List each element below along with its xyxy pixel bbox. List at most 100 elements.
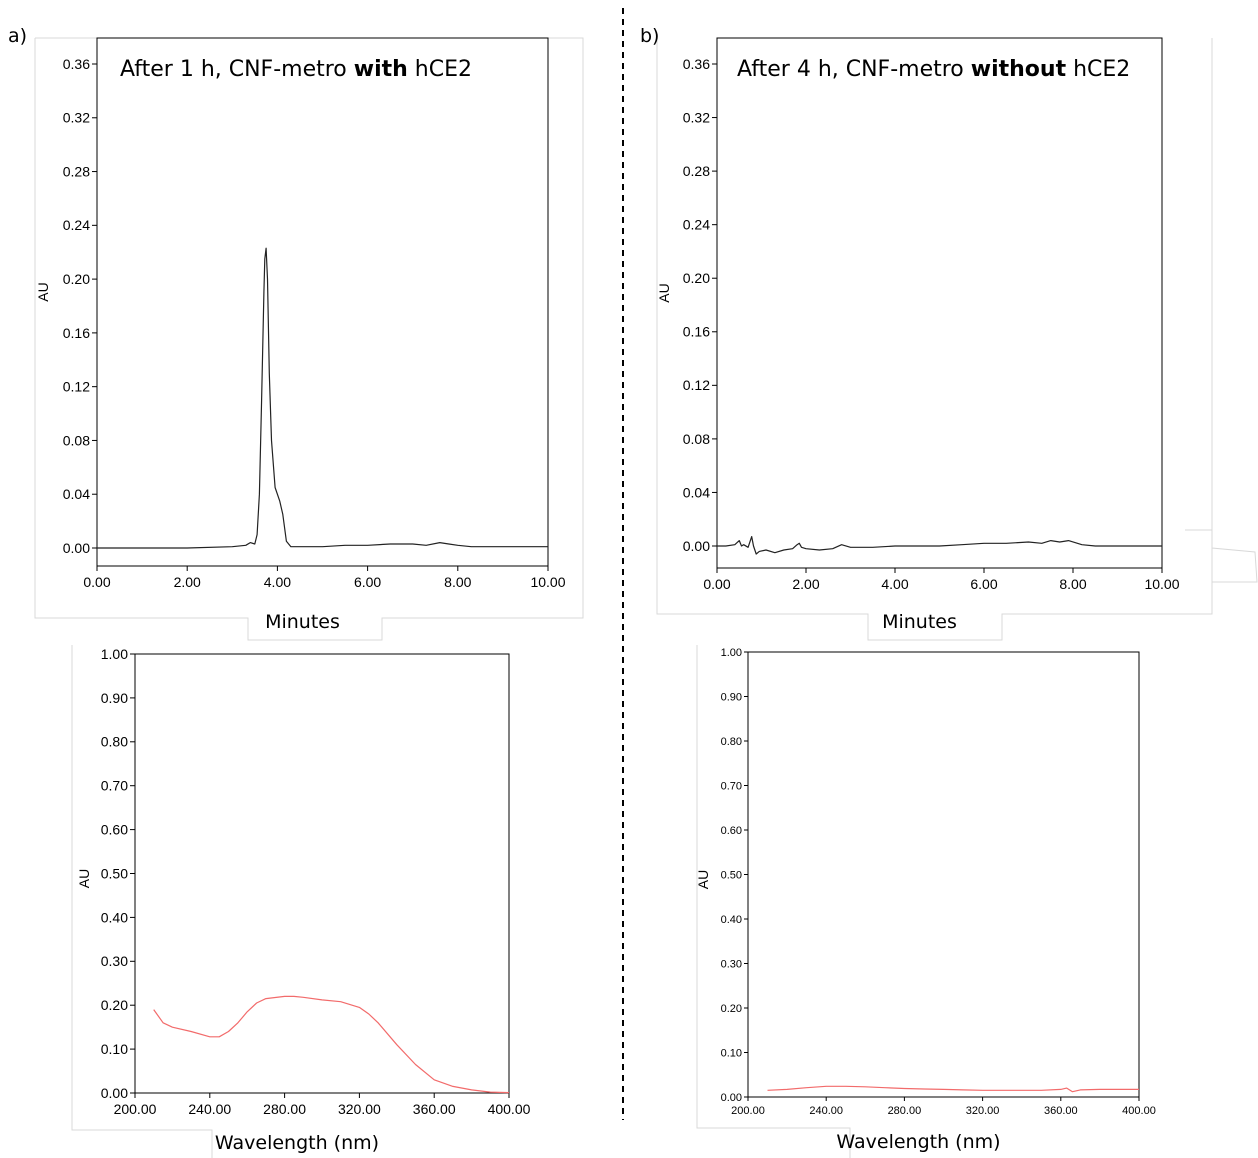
y-tick-label: 0.28 (683, 163, 710, 179)
y-tick-label: 0.12 (683, 377, 710, 393)
x-tick-label: 280.00 (263, 1101, 306, 1117)
x-tick-label: 320.00 (338, 1101, 381, 1117)
x-tick-label: 6.00 (354, 574, 381, 590)
x-tick-label: 240.00 (188, 1101, 231, 1117)
panel-border-b-bottom (696, 645, 851, 1158)
y-tick-label: 0.28 (63, 163, 90, 179)
y-tick-label: 0.30 (721, 958, 742, 970)
y-tick-label: 0.16 (63, 325, 90, 341)
chart-a-chromatogram: 0.00 0.04 0.08 0.12 0.16 0.20 0.24 0.28 0.32 0.36… (35, 37, 566, 633)
x-tick-label: 320.00 (966, 1105, 1000, 1117)
y-tick-label: 0.90 (721, 691, 742, 703)
y-tick-label: 0.70 (721, 780, 742, 792)
y-tick-label: 0.20 (683, 270, 710, 286)
y-tick-label: 0.00 (683, 538, 710, 554)
y-tick-label: 0.04 (683, 484, 710, 500)
plot-frame (747, 651, 1140, 1098)
x-axis-label: Wavelength (nm) (215, 1132, 379, 1154)
plot-frame (716, 37, 1163, 569)
x-tick-label: 10.00 (530, 574, 565, 590)
chart-title: After 1 h, CNF-metro with hCE2 (120, 57, 472, 82)
x-tick-label: 2.00 (792, 576, 819, 592)
y-tick-label: 0.00 (721, 1092, 742, 1104)
chart-title-part: without (971, 57, 1067, 82)
chart-a-uv-spectrum: 0.00 0.10 0.20 0.30 0.40 0.50 0.60 0.70 0.80 0.90… (76, 646, 531, 1154)
x-tick-label: 8.00 (1059, 576, 1086, 592)
y-axis-label: AU (35, 282, 51, 301)
y-tick-label: 0.36 (683, 56, 710, 72)
y-tick-label: 0.32 (683, 109, 710, 125)
x-tick-label: 400.00 (488, 1101, 531, 1117)
x-tick-label: 8.00 (444, 574, 471, 590)
chart-title-part: with (354, 57, 408, 82)
y-tick-label: 0.16 (683, 324, 710, 340)
panel-label-a: a) (8, 25, 27, 47)
y-tick-label: 0.20 (721, 1003, 742, 1015)
y-tick-label: 0.50 (101, 865, 128, 881)
y-tick-label: 0.00 (101, 1085, 128, 1101)
y-tick-label: 0.90 (101, 690, 128, 706)
y-tick-label: 0.20 (63, 271, 90, 287)
chart-b-chromatogram: 0.00 0.04 0.08 0.12 0.16 0.20 0.24 0.28 0.32 0.36… (656, 37, 1180, 633)
x-tick-label: 200.00 (114, 1101, 157, 1117)
y-tick-label: 0.12 (63, 379, 90, 395)
y-tick-label: 0.24 (63, 217, 90, 233)
chart-title-part: After 4 h, CNF-metro (737, 57, 971, 82)
x-axis-label: Minutes (882, 611, 957, 633)
plot-frame (96, 37, 549, 567)
y-tick-label: 0.00 (63, 540, 90, 556)
y-tick-label: 0.30 (101, 953, 128, 969)
y-axis-label: AU (76, 869, 92, 888)
series-line (717, 535, 1162, 555)
y-tick-label: 0.80 (101, 734, 128, 750)
y-tick-label: 0.24 (683, 217, 710, 233)
y-tick-label: 0.08 (63, 432, 90, 448)
y-tick-label: 0.04 (63, 486, 90, 502)
panel-border-a-bottom (71, 645, 213, 1158)
y-tick-label: 0.08 (683, 431, 710, 447)
x-tick-label: 6.00 (970, 576, 997, 592)
x-tick-label: 0.00 (83, 574, 110, 590)
y-tick-label: 0.70 (101, 778, 128, 794)
y-tick-label: 0.32 (63, 110, 90, 126)
x-tick-label: 4.00 (264, 574, 291, 590)
panel-label-b: b) (640, 25, 659, 47)
panel-border-a-top (34, 37, 584, 641)
y-tick-label: 1.00 (101, 646, 128, 662)
x-tick-label: 360.00 (1044, 1105, 1078, 1117)
y-tick-label: 0.20 (101, 997, 128, 1013)
y-tick-label: 0.40 (721, 914, 742, 926)
y-axis-label: AU (695, 870, 711, 889)
series-line (97, 247, 548, 549)
chart-title-part: After 1 h, CNF-metro (120, 57, 354, 82)
x-axis-label: Wavelength (nm) (836, 1131, 1000, 1153)
x-tick-label: 200.00 (731, 1105, 765, 1117)
y-tick-label: 0.80 (721, 736, 742, 748)
x-tick-label: 0.00 (703, 576, 730, 592)
panel-border-b-top (656, 38, 1258, 641)
y-tick-label: 0.10 (721, 1047, 742, 1059)
x-tick-label: 2.00 (174, 574, 201, 590)
x-tick-label: 4.00 (881, 576, 908, 592)
x-tick-label: 360.00 (413, 1101, 456, 1117)
x-tick-label: 10.00 (1144, 576, 1179, 592)
series-line (153, 995, 510, 1094)
chart-b-uv-spectrum: 0.00 0.10 0.20 0.30 0.40 0.50 0.60 0.70 0.80 0.90… (695, 647, 1156, 1153)
y-tick-label: 0.60 (721, 825, 742, 837)
y-tick-label: 0.36 (63, 56, 90, 72)
x-tick-label: 280.00 (888, 1105, 922, 1117)
y-tick-label: 0.50 (721, 869, 742, 881)
chart-title-part: hCE2 (408, 57, 472, 82)
chart-title-part: hCE2 (1066, 57, 1130, 82)
y-tick-label: 0.10 (101, 1041, 128, 1057)
x-axis-label: Minutes (265, 611, 340, 633)
y-axis-label: AU (656, 283, 672, 302)
y-tick-label: 1.00 (721, 647, 742, 659)
x-tick-label: 240.00 (809, 1105, 843, 1117)
y-tick-label: 0.60 (101, 822, 128, 838)
plot-frame (134, 653, 510, 1094)
chart-title: After 4 h, CNF-metro without hCE2 (737, 57, 1130, 82)
series-line (767, 1085, 1139, 1093)
x-tick-label: 400.00 (1122, 1105, 1156, 1117)
